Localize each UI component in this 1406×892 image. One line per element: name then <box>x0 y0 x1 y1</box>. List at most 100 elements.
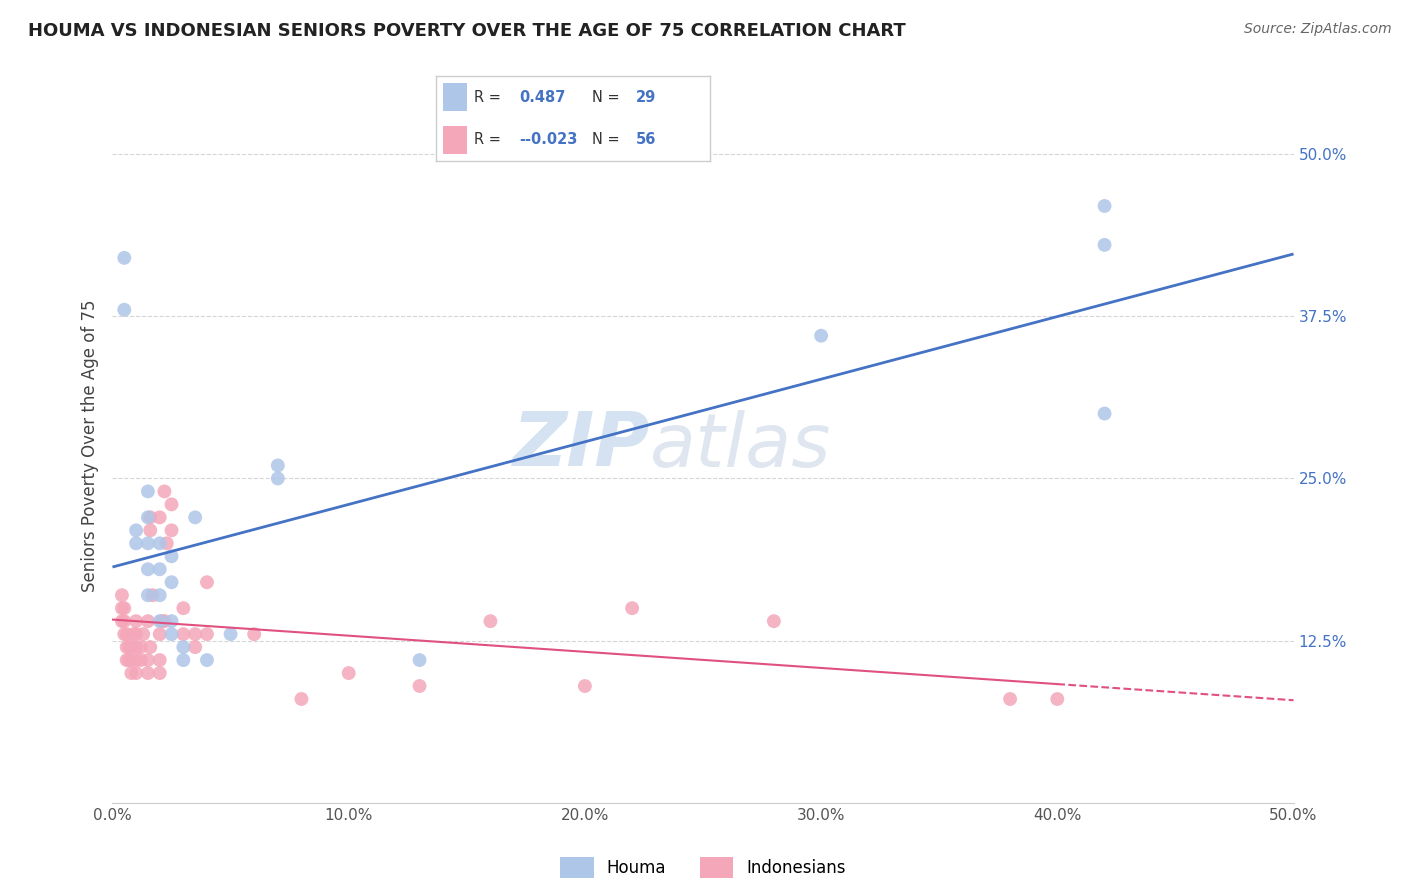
Point <box>118 653 141 667</box>
Point <box>149 562 172 576</box>
Text: atlas: atlas <box>650 410 831 482</box>
Point <box>762 614 785 628</box>
FancyBboxPatch shape <box>443 84 467 112</box>
Point <box>160 524 183 538</box>
Point <box>136 614 159 628</box>
Point <box>120 666 142 681</box>
Point <box>142 588 165 602</box>
Point <box>118 640 141 654</box>
Point <box>111 588 134 602</box>
Point <box>115 640 138 654</box>
Point <box>149 536 172 550</box>
Point <box>136 653 159 667</box>
Text: 56: 56 <box>636 132 657 147</box>
Point <box>139 524 162 538</box>
Point <box>150 614 173 628</box>
Y-axis label: Seniors Poverty Over the Age of 75: Seniors Poverty Over the Age of 75 <box>80 300 98 592</box>
Text: N =: N = <box>592 132 624 147</box>
Point <box>1046 692 1069 706</box>
Point <box>149 666 172 681</box>
Point <box>112 302 135 317</box>
Text: N =: N = <box>592 90 624 105</box>
Point <box>267 471 290 485</box>
Text: ZIP: ZIP <box>513 409 650 483</box>
Point <box>153 484 176 499</box>
Point <box>243 627 266 641</box>
Text: Source: ZipAtlas.com: Source: ZipAtlas.com <box>1244 22 1392 37</box>
Point <box>111 601 134 615</box>
Point <box>574 679 596 693</box>
Point <box>1094 407 1116 421</box>
Point <box>1094 238 1116 252</box>
Point <box>125 614 148 628</box>
Point <box>160 627 183 641</box>
Point <box>149 588 172 602</box>
Point <box>136 588 159 602</box>
Point <box>111 614 134 628</box>
Point <box>136 484 159 499</box>
Point <box>115 653 138 667</box>
Point <box>1094 199 1116 213</box>
Text: --0.023: --0.023 <box>519 132 578 147</box>
Point <box>160 575 183 590</box>
Point <box>115 627 138 641</box>
Point <box>149 510 172 524</box>
Point <box>149 614 172 628</box>
Text: R =: R = <box>474 90 510 105</box>
Text: R =: R = <box>474 132 510 147</box>
Point <box>184 627 207 641</box>
Point <box>195 653 218 667</box>
Point <box>125 536 148 550</box>
Point <box>125 627 148 641</box>
Point <box>156 536 179 550</box>
Point <box>267 458 290 473</box>
Point <box>125 640 148 654</box>
Point <box>136 510 159 524</box>
Legend: Houma, Indonesians: Houma, Indonesians <box>554 850 852 885</box>
Point <box>408 653 430 667</box>
Point <box>998 692 1021 706</box>
Point <box>149 627 172 641</box>
Point <box>112 601 135 615</box>
Point <box>160 497 183 511</box>
Point <box>172 601 194 615</box>
Point <box>160 549 183 564</box>
Text: HOUMA VS INDONESIAN SENIORS POVERTY OVER THE AGE OF 75 CORRELATION CHART: HOUMA VS INDONESIAN SENIORS POVERTY OVER… <box>28 22 905 40</box>
Point <box>219 627 242 641</box>
Point <box>408 679 430 693</box>
Text: 29: 29 <box>636 90 657 105</box>
Point <box>120 653 142 667</box>
Text: 0.487: 0.487 <box>519 90 565 105</box>
Point <box>120 640 142 654</box>
Point <box>112 251 135 265</box>
Point <box>153 614 176 628</box>
Point <box>112 614 135 628</box>
Point <box>125 524 148 538</box>
Point <box>172 640 194 654</box>
Point <box>172 653 194 667</box>
Point <box>479 614 502 628</box>
Point <box>149 653 172 667</box>
Point <box>139 640 162 654</box>
Point <box>125 666 148 681</box>
Point <box>195 627 218 641</box>
Point <box>112 627 135 641</box>
Point <box>136 666 159 681</box>
Point <box>184 510 207 524</box>
Point <box>621 601 644 615</box>
Point <box>122 627 145 641</box>
Point <box>129 640 152 654</box>
Point <box>160 614 183 628</box>
Point <box>290 692 312 706</box>
Point <box>129 653 152 667</box>
Point <box>810 328 832 343</box>
Point <box>139 510 162 524</box>
Point <box>132 627 155 641</box>
FancyBboxPatch shape <box>443 126 467 153</box>
Point <box>337 666 360 681</box>
Point <box>172 627 194 641</box>
Point <box>195 575 218 590</box>
Point <box>184 640 207 654</box>
Point <box>125 653 148 667</box>
Point <box>136 562 159 576</box>
